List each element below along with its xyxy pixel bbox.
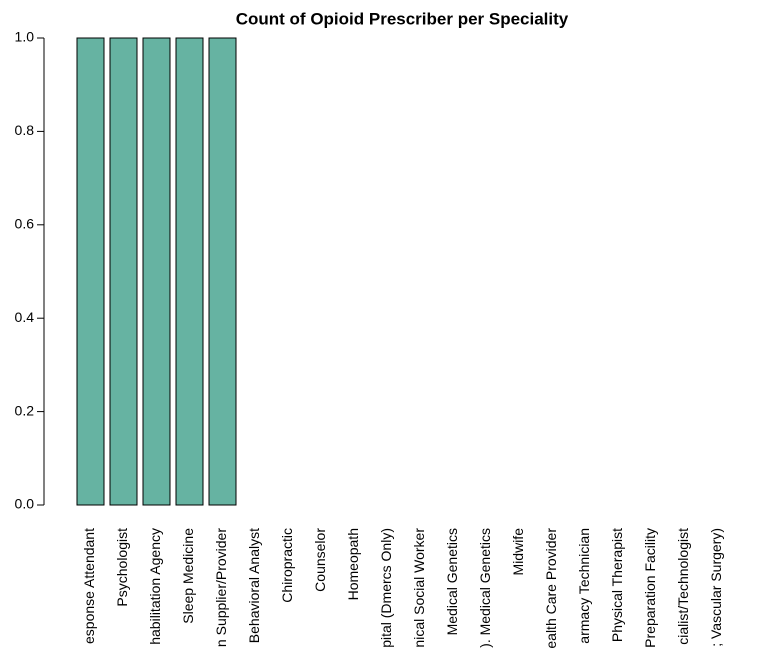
y-tick-label: 0.8: [15, 122, 35, 138]
x-tick-label: n Supplier/Provider: [213, 528, 229, 647]
x-tick-label: Chiropractic: [279, 528, 295, 603]
x-tick-label: Midwife: [510, 528, 526, 576]
x-tick-label: Homeopath: [345, 528, 361, 600]
x-tick-label: Preparation Facility: [642, 528, 658, 648]
x-tick-label: ; Vascular Surgery): [708, 528, 724, 647]
bar: [76, 37, 105, 506]
x-tick-label: ). Medical Genetics: [477, 528, 493, 648]
x-tick-label: cialist/Technologist: [675, 528, 691, 645]
x-tick-label: armacy Technician: [576, 528, 592, 644]
y-tick-label: 0.2: [15, 402, 35, 418]
x-tick-label: Medical Genetics: [444, 528, 460, 635]
x-tick-label: Sleep Medicine: [180, 528, 196, 624]
y-tick-label: 0.4: [15, 309, 35, 325]
x-tick-label: nical Social Worker: [411, 528, 427, 648]
x-tick-label: habilitation Agency: [147, 528, 163, 645]
bar: [208, 37, 237, 506]
chart-title: Count of Opioid Prescriber per Specialit…: [236, 9, 569, 28]
bar: [175, 37, 204, 506]
y-tick-label: 0.6: [15, 216, 35, 232]
x-tick-label: Behavioral Analyst: [246, 528, 262, 643]
bar: [142, 37, 171, 506]
x-tick-label: Counselor: [312, 528, 328, 592]
x-tick-label: pital (Dmercs Only): [378, 528, 394, 648]
x-tick-label: ealth Care Provider: [543, 528, 559, 649]
bar: [109, 37, 138, 506]
x-tick-label: Physical Therapist: [609, 528, 625, 642]
y-tick-label: 1.0: [15, 29, 35, 45]
y-tick-label: 0.0: [15, 496, 35, 512]
x-tick-label: esponse Attendant: [81, 528, 97, 644]
x-tick-label: Psychologist: [114, 528, 130, 607]
